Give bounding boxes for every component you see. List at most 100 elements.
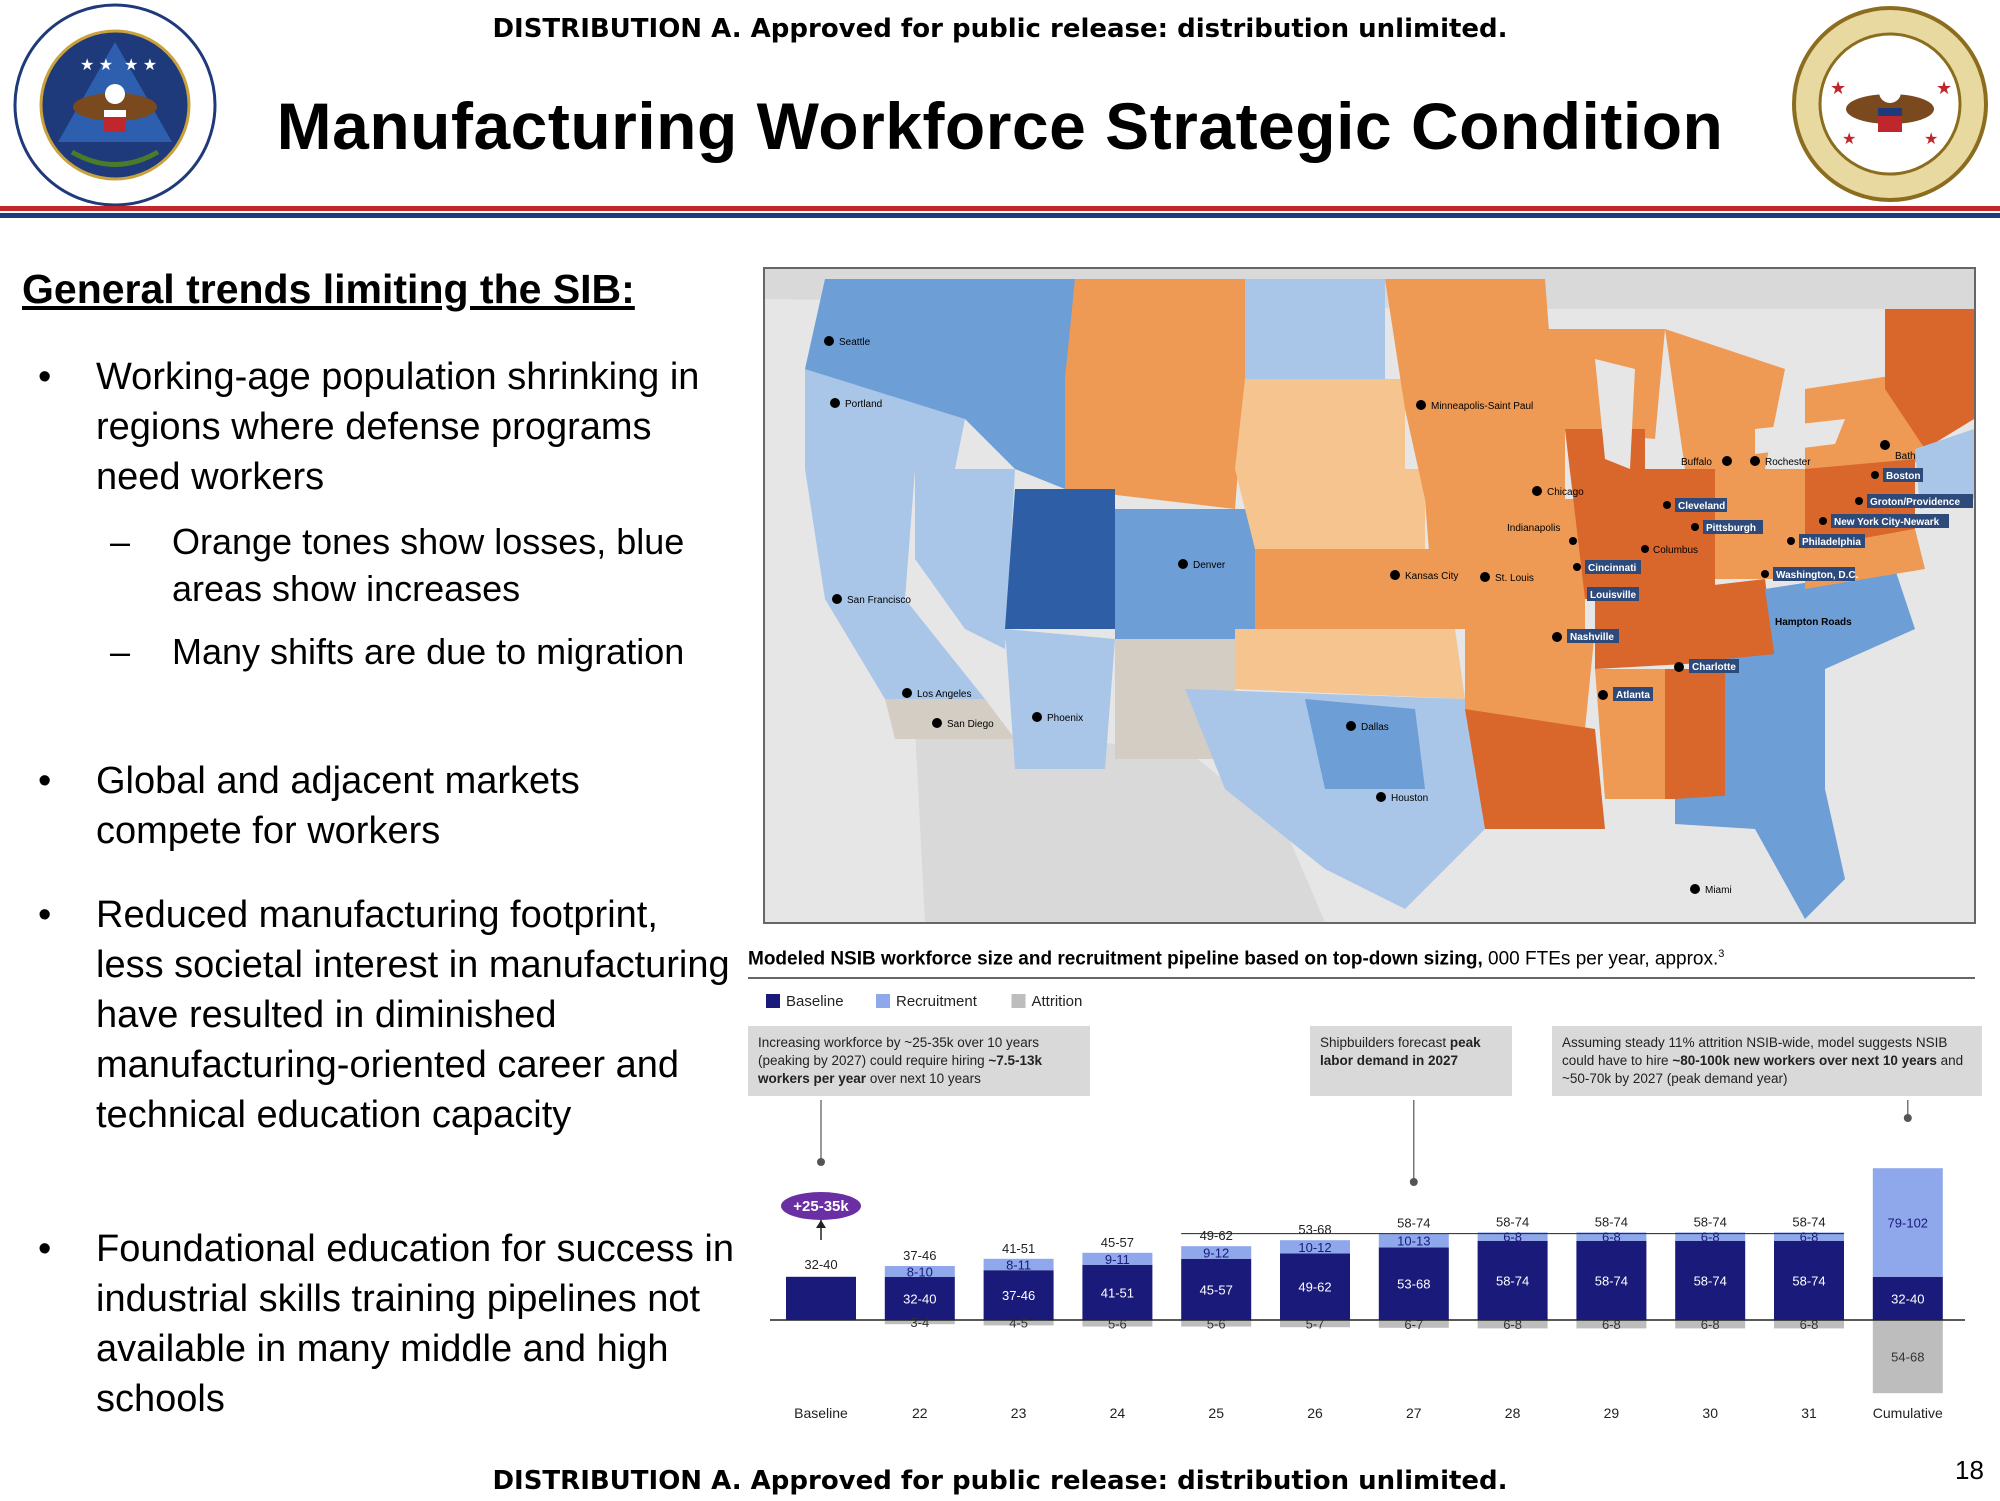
region-mississippi	[1595, 669, 1665, 799]
bullet-text: Foundational education for success in in…	[96, 1228, 734, 1420]
region-nebraska	[1235, 469, 1425, 549]
bar-attrition	[1082, 1320, 1153, 1327]
city-pittsburgh: Pittsburgh	[1691, 520, 1763, 534]
region-florida	[1675, 789, 1845, 919]
attrition-value-label: 5-6	[1108, 1316, 1127, 1331]
region-oregon	[805, 369, 965, 469]
ibp-seal-logo: ★ ★ ★ ★	[1792, 6, 1988, 202]
baseline-value-label: 58-74	[1496, 1273, 1529, 1288]
city-label: San Diego	[947, 719, 994, 730]
bar-recruitment	[1675, 1232, 1746, 1241]
bar-baseline	[1477, 1240, 1548, 1320]
callout-text: and ~50-70k by 2027 (peak demand year)	[1562, 1053, 1964, 1086]
bar-recruitment	[1774, 1232, 1844, 1241]
region-tennessee-kentucky	[1595, 579, 1775, 669]
total-value-label: 58-74	[1496, 1214, 1529, 1229]
growth-badge	[781, 1192, 861, 1220]
callout-text: Shipbuilders forecast	[1320, 1035, 1450, 1050]
region-louisiana	[1465, 709, 1605, 829]
city-label: St. Louis	[1495, 573, 1534, 584]
svg-text:★: ★	[1936, 78, 1952, 98]
callout-text: Assuming steady 11% attrition NSIB-wide,…	[1562, 1035, 1948, 1068]
callout-leader-dot	[1903, 1114, 1912, 1122]
workforce-bar-chart: Baseline Recruitment Attrition 32-40 Baseli…	[748, 977, 1975, 1421]
city-houston: Houston	[1376, 792, 1428, 804]
region-arkansas	[1465, 629, 1595, 729]
callout-leader-dot	[817, 1158, 825, 1166]
legend-label: Baseline	[786, 993, 844, 1010]
bar-attrition	[1675, 1320, 1746, 1329]
total-value-label: 41-51	[1002, 1241, 1035, 1256]
total-value-label: 45-57	[1101, 1235, 1134, 1250]
city-label: Washington, D.C.	[1776, 570, 1859, 581]
bar-attrition	[1872, 1320, 1943, 1394]
city-philadelphia: Philadelphia	[1787, 534, 1865, 548]
total-value-label: 49-62	[1200, 1228, 1233, 1243]
chart-legend: Baseline Recruitment Attrition	[766, 993, 1082, 1010]
city-st-louis: St. Louis	[1480, 572, 1534, 584]
region-montana	[1065, 279, 1245, 379]
svg-text:★: ★	[1924, 131, 1938, 148]
callout-bold: ~80-100k new workers over next 10 years	[1672, 1053, 1937, 1068]
city-label: Boston	[1886, 471, 1920, 482]
city-label: Minneapolis-Saint Paul	[1431, 401, 1533, 412]
city-nashville: Nashville	[1552, 629, 1619, 643]
city-label: Atlanta	[1616, 690, 1650, 701]
category-label: 29	[1604, 1405, 1620, 1421]
city-washington-dc: Washington, D.C.	[1761, 567, 1859, 581]
city-dallas: Dallas	[1346, 721, 1389, 733]
city-label: San Francisco	[847, 595, 911, 606]
city-chicago: Chicago	[1532, 486, 1584, 498]
city-bath: Bath	[1880, 440, 1916, 462]
region-northeast-coast	[1915, 429, 1974, 509]
legend-swatch	[766, 994, 780, 1008]
city-label: Groton/Providence	[1870, 497, 1960, 508]
region-kansas	[1255, 549, 1435, 629]
bar-attrition	[1576, 1320, 1647, 1329]
chart-bars: 32-40 Baseline 32-40 8-10 3-4 37-46 22 37-46 8-1…	[770, 1100, 1965, 1421]
attrition-value-label: 6-8	[1503, 1317, 1522, 1332]
city-kansas-city: Kansas City	[1390, 570, 1458, 582]
region-wyoming	[1065, 379, 1245, 509]
category-label: 28	[1505, 1405, 1521, 1421]
recruitment-value-label: 79-102	[1888, 1216, 1928, 1231]
attrition-value-label: 54-68	[1891, 1350, 1924, 1365]
city-label: Charlotte	[1692, 662, 1736, 673]
region-north-dakota	[1245, 279, 1385, 379]
region-south-dakota	[1235, 379, 1405, 469]
svg-text:★: ★	[1830, 78, 1846, 98]
bar-attrition	[884, 1320, 955, 1325]
city-columbus: Columbus	[1641, 545, 1698, 556]
region-california-south	[885, 699, 1015, 739]
attrition-value-label: 5-6	[1207, 1316, 1226, 1331]
city-groton: Groton/Providence	[1855, 494, 1973, 508]
city-denver: Denver	[1178, 559, 1226, 571]
svg-text:★ ★: ★ ★	[80, 57, 113, 74]
total-value-label: 58-74	[1595, 1214, 1628, 1229]
region-utah	[1005, 489, 1115, 629]
city-new-york: New York City-Newark	[1819, 514, 1949, 528]
city-los-angeles: Los Angeles	[902, 688, 972, 700]
recruitment-value-label: 10-13	[1397, 1234, 1430, 1249]
total-value-label: 58-74	[1694, 1214, 1727, 1229]
city-label: Philadelphia	[1802, 537, 1861, 548]
region-california-north	[805, 469, 985, 699]
svg-text:★: ★	[1842, 131, 1856, 148]
attrition-value-label: 6-8	[1800, 1317, 1819, 1332]
chart-title-footnote: 3	[1718, 948, 1725, 960]
map-svg: Seattle Portland San Francisco Los Angel…	[765, 269, 1974, 922]
legend-label: Attrition	[1032, 993, 1083, 1010]
baseline-value-label: 32-40	[903, 1291, 936, 1306]
region-idaho	[965, 279, 1075, 489]
city-label: Houston	[1391, 793, 1428, 804]
city-indianapolis: Indianapolis	[1507, 523, 1577, 545]
region-alabama	[1665, 669, 1725, 799]
bar-attrition	[1378, 1320, 1449, 1328]
baseline-value-label: 45-57	[1200, 1282, 1233, 1297]
total-value-label: 53-68	[1298, 1222, 1331, 1237]
category-label: 25	[1208, 1405, 1224, 1421]
baseline-value-label: 58-74	[1694, 1273, 1727, 1288]
osd-seal-logo: ★ ★ ★ ★	[13, 3, 217, 207]
category-label: 27	[1406, 1405, 1422, 1421]
city-boston: Boston	[1871, 468, 1923, 482]
